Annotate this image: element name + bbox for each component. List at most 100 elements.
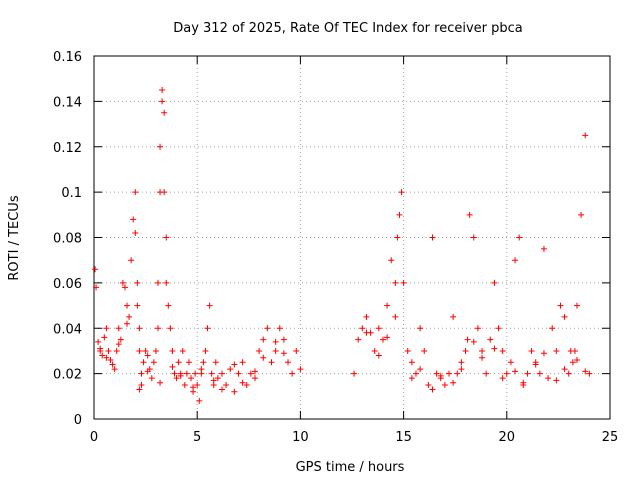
data-point bbox=[285, 359, 292, 366]
y-tick-label: 0 bbox=[74, 413, 82, 428]
data-point bbox=[200, 359, 207, 366]
data-point bbox=[398, 189, 405, 196]
chart-title: Day 312 of 2025, Rate Of TEC Index for r… bbox=[173, 21, 523, 36]
data-point bbox=[130, 216, 137, 223]
data-point bbox=[582, 368, 589, 375]
data-point bbox=[454, 370, 461, 377]
data-point bbox=[202, 347, 209, 354]
data-point bbox=[214, 375, 221, 382]
data-points bbox=[92, 87, 593, 404]
data-point bbox=[516, 234, 523, 241]
data-point bbox=[167, 325, 174, 332]
data-point bbox=[111, 366, 118, 373]
grid-lines bbox=[94, 56, 610, 419]
data-point bbox=[235, 370, 242, 377]
data-point bbox=[136, 386, 143, 393]
data-point bbox=[210, 377, 217, 384]
data-point bbox=[124, 302, 131, 309]
data-point bbox=[425, 381, 432, 388]
data-point bbox=[586, 370, 593, 377]
data-point bbox=[121, 284, 128, 291]
data-point bbox=[124, 320, 131, 327]
data-point bbox=[231, 361, 238, 368]
data-point bbox=[441, 381, 448, 388]
x-tick-label: 0 bbox=[90, 430, 98, 445]
data-point bbox=[464, 336, 471, 343]
data-point bbox=[479, 354, 486, 361]
data-point bbox=[159, 98, 166, 105]
data-point bbox=[359, 325, 366, 332]
data-point bbox=[571, 347, 578, 354]
data-point bbox=[136, 325, 143, 332]
data-point bbox=[532, 361, 539, 368]
data-point bbox=[126, 313, 133, 320]
data-point bbox=[388, 257, 395, 264]
data-point bbox=[169, 347, 176, 354]
data-point bbox=[375, 352, 382, 359]
data-point bbox=[185, 359, 192, 366]
data-point bbox=[578, 211, 585, 218]
data-point bbox=[499, 375, 506, 382]
data-point bbox=[272, 338, 279, 345]
data-point bbox=[540, 245, 547, 252]
data-point bbox=[363, 329, 370, 336]
y-axis-label: ROTI / TECUs bbox=[7, 195, 22, 280]
data-point bbox=[280, 350, 287, 357]
data-point bbox=[227, 366, 234, 373]
data-point bbox=[466, 211, 473, 218]
axis-ticks bbox=[93, 55, 611, 420]
data-point bbox=[192, 370, 199, 377]
data-point bbox=[446, 370, 453, 377]
data-point bbox=[150, 359, 157, 366]
data-point bbox=[561, 313, 568, 320]
data-point bbox=[128, 257, 135, 264]
data-point bbox=[503, 370, 510, 377]
data-point bbox=[136, 347, 143, 354]
data-point bbox=[161, 189, 168, 196]
data-point bbox=[545, 375, 552, 382]
data-point bbox=[140, 359, 147, 366]
data-point bbox=[144, 352, 151, 359]
data-point bbox=[154, 325, 161, 332]
y-tick-label: 0.16 bbox=[53, 50, 82, 65]
data-point bbox=[396, 211, 403, 218]
y-tick-label: 0.02 bbox=[53, 368, 82, 383]
data-point bbox=[553, 347, 560, 354]
data-point bbox=[417, 325, 424, 332]
data-point bbox=[218, 386, 225, 393]
y-tick-label: 0.12 bbox=[53, 141, 82, 156]
data-point bbox=[417, 366, 424, 373]
x-tick-label: 20 bbox=[499, 430, 516, 445]
data-point bbox=[92, 266, 99, 273]
x-tick-label: 15 bbox=[395, 430, 412, 445]
data-point bbox=[183, 370, 190, 377]
x-axis-label: GPS time / hours bbox=[296, 460, 405, 475]
data-point bbox=[188, 375, 195, 382]
data-point bbox=[142, 347, 149, 354]
data-point bbox=[379, 336, 386, 343]
y-tick-labels: 0 0.02 0.04 0.06 0.08 0.1 0.12 0.14 0.16 bbox=[53, 50, 82, 428]
data-point bbox=[565, 370, 572, 377]
data-point bbox=[243, 381, 250, 388]
data-point bbox=[384, 334, 391, 341]
data-point bbox=[95, 338, 102, 345]
data-point bbox=[138, 370, 145, 377]
data-point bbox=[179, 347, 186, 354]
data-point bbox=[536, 370, 543, 377]
data-point bbox=[103, 354, 110, 361]
data-point bbox=[163, 279, 170, 286]
data-point bbox=[134, 279, 141, 286]
y-tick-label: 0.08 bbox=[53, 232, 82, 247]
data-point bbox=[540, 350, 547, 357]
data-point bbox=[268, 359, 275, 366]
data-point bbox=[549, 325, 556, 332]
data-point bbox=[206, 302, 213, 309]
data-point bbox=[212, 359, 219, 366]
data-point bbox=[280, 336, 287, 343]
data-point bbox=[161, 109, 168, 116]
data-point bbox=[251, 368, 258, 375]
data-point bbox=[260, 336, 267, 343]
x-tick-label: 10 bbox=[292, 430, 309, 445]
data-point bbox=[507, 359, 514, 366]
